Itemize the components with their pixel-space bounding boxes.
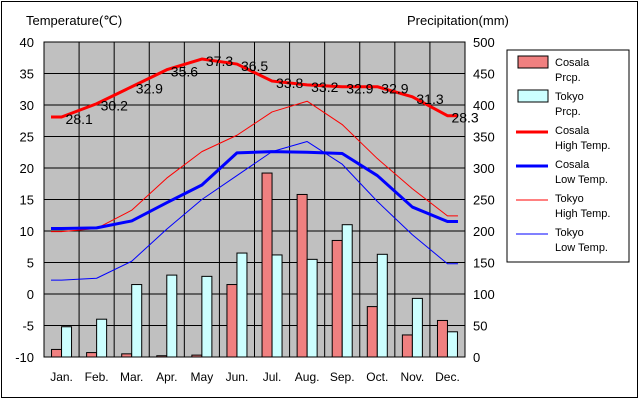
right-tick-label: 500 — [473, 35, 495, 50]
precip-bar — [436, 319, 448, 358]
precip-bar — [341, 224, 353, 358]
precip-bar — [376, 253, 388, 358]
x-tick-label: May — [191, 370, 214, 384]
legend-swatch — [517, 55, 549, 69]
legend-label: High Temp. — [555, 208, 610, 220]
precip-bar — [166, 274, 178, 358]
right-tick-label: 100 — [473, 287, 495, 302]
legend-label: Prcp. — [555, 72, 581, 84]
precip-bar — [401, 334, 413, 358]
data-label: 32.9 — [136, 81, 163, 97]
right-tick-label: 450 — [473, 67, 495, 82]
x-tick-label: Jul. — [263, 370, 282, 384]
x-tick-label: Jun. — [226, 370, 249, 384]
x-tick-label: Sep. — [330, 370, 355, 384]
precip-bar — [156, 355, 168, 358]
left-axis-title: Temperature(℃) — [26, 13, 122, 28]
legend-label: Prcp. — [555, 106, 581, 118]
legend-label: Tokyo — [555, 227, 584, 239]
data-label: 33.8 — [276, 75, 303, 91]
data-label: 28.1 — [66, 111, 93, 127]
precip-bar — [191, 354, 203, 358]
data-label: 37.3 — [206, 53, 233, 69]
legend-label: Low Temp. — [555, 242, 608, 254]
left-tick-label: 0 — [27, 287, 34, 302]
left-tick-label: 20 — [20, 161, 34, 176]
precip-bar — [51, 348, 63, 358]
left-tick-label: 15 — [20, 193, 34, 208]
data-label: 30.2 — [101, 98, 128, 114]
legend-label: Cosala — [555, 125, 590, 137]
precip-bar — [261, 172, 273, 358]
x-tick-label: Mar. — [120, 370, 143, 384]
precip-bar — [366, 306, 378, 358]
precip-bar — [121, 353, 133, 358]
bars-group — [51, 172, 458, 358]
left-tick-label: 5 — [27, 256, 34, 271]
precip-bar — [446, 331, 458, 358]
right-tick-label: 300 — [473, 161, 495, 176]
precip-bar — [131, 284, 143, 358]
right-tick-label: 350 — [473, 130, 495, 145]
legend-box — [506, 49, 630, 263]
x-tick-label: Apr. — [156, 370, 177, 384]
data-label: 32.9 — [381, 81, 408, 97]
legend-label: Low Temp. — [555, 174, 608, 186]
x-tick-label: Feb. — [85, 370, 109, 384]
point-labels-group: 28.1 30.2 32.9 35.6 37.3 36.5 33.8 33.2 32.9 32.9… — [66, 53, 479, 127]
right-tick-label: 250 — [473, 193, 495, 208]
right-tick-label: 50 — [473, 319, 487, 334]
x-tick-label: Oct. — [366, 370, 388, 384]
right-tick-label: 0 — [473, 350, 480, 365]
data-label: 32.9 — [346, 81, 373, 97]
left-tick-label: 30 — [20, 98, 34, 113]
lines-group — [51, 57, 458, 281]
data-label: 28.3 — [451, 110, 478, 126]
x-tick-label: Nov. — [400, 370, 424, 384]
legend-label: Tokyo — [555, 91, 584, 103]
legend-label: High Temp. — [555, 140, 610, 152]
right-tick-label: 400 — [473, 98, 495, 113]
left-tick-label: -5 — [22, 319, 34, 334]
x-tick-label: Aug. — [295, 370, 320, 384]
precip-bar — [306, 258, 318, 358]
precip-bar — [201, 275, 213, 358]
temp-line — [51, 141, 458, 281]
legend-label: Cosala — [555, 57, 590, 69]
axes-group: Temperature(℃) Precipitation(mm) -10 -5 0 5… — [15, 13, 509, 384]
data-label: 36.5 — [241, 58, 268, 74]
legend-label: Tokyo — [555, 193, 584, 205]
precip-bar — [331, 239, 343, 358]
grid-lines — [44, 42, 465, 357]
precip-bar — [411, 297, 423, 358]
precip-bar — [236, 252, 248, 358]
temp-line — [51, 57, 458, 119]
legend-swatch — [517, 89, 549, 103]
x-tick-label: Jan. — [50, 370, 73, 384]
right-axis-title: Precipitation(mm) — [407, 13, 509, 28]
left-tick-label: 40 — [20, 35, 34, 50]
right-tick-label: 200 — [473, 224, 495, 239]
precip-bar — [271, 254, 283, 358]
data-label: 35.6 — [171, 64, 198, 80]
temp-line — [51, 150, 458, 230]
data-label: 31.3 — [416, 91, 443, 107]
precip-bar — [96, 318, 108, 358]
precip-bar — [296, 193, 308, 358]
left-tick-label: -10 — [15, 350, 34, 365]
precip-bar — [61, 326, 73, 358]
right-tick-label: 150 — [473, 256, 495, 271]
legend: Cosala Prcp. Tokyo Prcp. Cosala High Temp. Cos… — [506, 49, 630, 263]
legend-label: Cosala — [555, 159, 590, 171]
precip-bar — [86, 352, 98, 358]
data-label: 33.2 — [311, 79, 338, 95]
left-tick-label: 25 — [20, 130, 34, 145]
left-tick-label: 35 — [20, 67, 34, 82]
left-tick-label: 10 — [20, 224, 34, 239]
x-tick-label: Dec. — [435, 370, 460, 384]
precip-bar — [226, 284, 238, 358]
